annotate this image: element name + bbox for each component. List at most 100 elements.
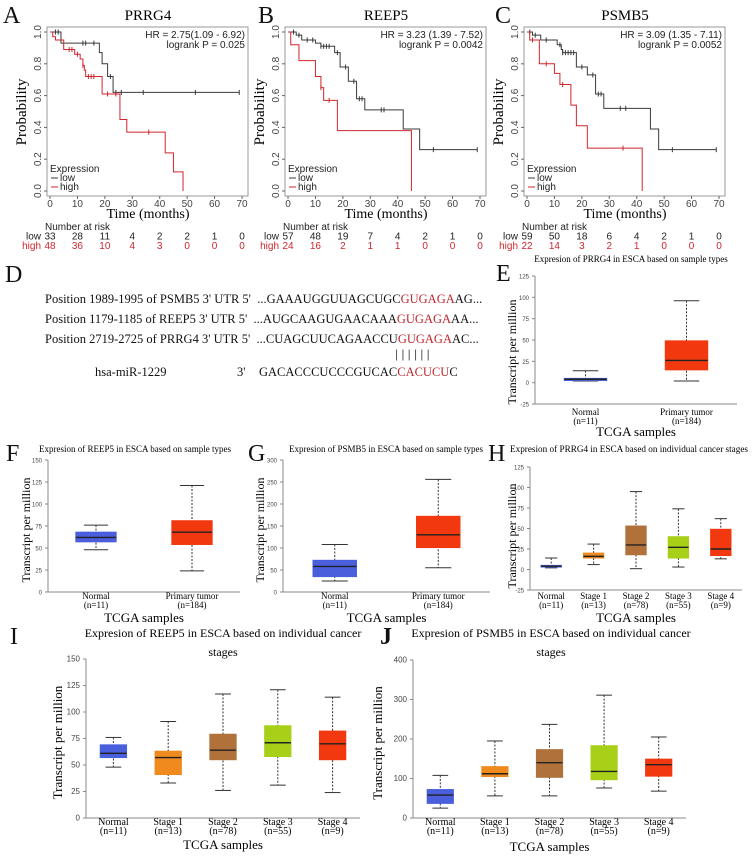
box-stage-4 <box>710 528 732 557</box>
x-tick-label: 40 <box>154 199 166 210</box>
risk-count-high: 16 <box>310 241 322 252</box>
utr-label: Position 1179-1185 of REEP5 3' UTR <box>45 312 236 326</box>
utr-sequence-suffix: AC... <box>452 332 479 346</box>
risk-count-high: 22 <box>521 241 533 252</box>
y-tick-label: 200 <box>394 735 408 744</box>
utr-sequence-suffix: AG... <box>454 292 483 306</box>
box-stage-2 <box>625 525 647 556</box>
y-tick-label: 250 <box>267 481 278 487</box>
risk-count-low: 4 <box>634 232 640 243</box>
utr-row-psmb5: Position 1989-1995 of PSMB5 3' UTR 5' ..… <box>45 292 482 307</box>
y-axis-label: Transcript per million <box>370 686 385 800</box>
utr-sequence-prefix: ...AUGCAAGUGAACAAA <box>253 312 397 326</box>
risk-count-low: 7 <box>368 232 374 243</box>
plot-frame <box>523 26 726 197</box>
category-label: Normal <box>98 817 129 828</box>
category-count: (n=55) <box>264 826 291 837</box>
box-normal <box>312 559 357 578</box>
x-tick-label: 60 <box>686 199 698 210</box>
x-tick-label: 70 <box>474 199 486 210</box>
category-label: Stage 1 <box>153 817 183 828</box>
category-label: Stage 3 <box>665 591 692 601</box>
x-tick-label: 10 <box>310 199 322 210</box>
y-tick-label: 0 <box>39 591 43 597</box>
y-axis-label: Transcript per million <box>505 484 519 589</box>
mirna-label: hsa-miR-1229 <box>95 365 167 379</box>
risk-row-label-low: low <box>264 232 280 243</box>
utr-sequence-suffix: AA... <box>451 312 479 326</box>
risk-count-high: 0 <box>239 241 245 252</box>
y-tick-label: 150 <box>267 525 278 531</box>
y-tick-label: -25 <box>520 403 529 409</box>
x-tick-label: 20 <box>576 199 588 210</box>
y-tick-label: 25 <box>522 360 529 366</box>
y-tick-label: 1.0 <box>510 25 521 39</box>
risk-count-low: 1 <box>212 232 218 243</box>
risk-count-low: 2 <box>422 232 428 243</box>
hazard-ratio: HR = 3.09 (1.35 - 7.11) <box>620 30 722 41</box>
y-tick-label: 150 <box>67 655 81 664</box>
y-tick-label: 25 <box>35 569 42 575</box>
y-tick-label: 125 <box>32 481 43 487</box>
box-plot-2: Expresion of PSMB5 in ESCA based on samp… <box>253 444 490 625</box>
seed-sequence: GUGAGA <box>397 332 452 346</box>
x-axis-label: Time (months) <box>106 207 189 222</box>
y-tick-label: 75 <box>35 525 42 531</box>
x-axis-label: TCGA samples <box>104 610 184 625</box>
risk-count-low: 33 <box>44 232 56 243</box>
y-tick-label: 125 <box>514 466 525 472</box>
y-tick-label: 300 <box>267 459 278 465</box>
hazard-ratio: HR = 2.75(1.09 - 6.92) <box>145 30 245 41</box>
box-normal <box>426 789 454 804</box>
box-stage-4 <box>318 730 347 761</box>
base-pairing-bars: |||||| <box>395 347 433 361</box>
y-tick-label: 100 <box>519 296 530 302</box>
risk-count-high: 4 <box>130 241 136 252</box>
x-tick-label: 0 <box>524 199 530 210</box>
risk-count-high: 0 <box>477 241 483 252</box>
box-stage-1 <box>582 552 605 559</box>
box-stage-2 <box>209 733 237 761</box>
y-axis-label: Transcript per million <box>50 685 65 799</box>
risk-count-low: 4 <box>130 232 136 243</box>
legend-title: Expression <box>288 164 337 175</box>
x-tick-label: 20 <box>99 199 111 210</box>
category-count: (n=9) <box>648 826 670 837</box>
risk-count-high: 0 <box>450 241 456 252</box>
risk-count-low: 18 <box>576 232 588 243</box>
risk-count-high: 0 <box>716 241 722 252</box>
y-tick-label: 0.6 <box>271 88 282 102</box>
risk-row-label-low: low <box>503 232 519 243</box>
category-count: (n=9) <box>711 600 731 610</box>
y-tick-label: 0.4 <box>510 120 521 134</box>
risk-count-low: 11 <box>100 232 111 243</box>
category-count: (n=13) <box>581 600 606 610</box>
category-label: Normal <box>321 591 349 601</box>
y-tick-label: 75 <box>517 507 524 513</box>
category-count: (n=184) <box>424 600 453 610</box>
risk-count-high: 0 <box>661 241 667 252</box>
x-axis-label: Time (months) <box>344 207 427 222</box>
box-stage-2 <box>535 749 564 778</box>
chart-title: stages <box>536 645 566 659</box>
risk-count-high: 14 <box>549 241 561 252</box>
y-tick-label: 0.0 <box>33 184 44 198</box>
y-tick-label: 0 <box>76 814 81 823</box>
risk-count-high: 0 <box>212 241 218 252</box>
risk-count-low: 6 <box>607 232 613 243</box>
category-label: Stage 4 <box>644 817 674 828</box>
panel-letter-a: A <box>3 3 21 29</box>
y-tick-label: 0.8 <box>510 56 521 70</box>
risk-count-high: 3 <box>579 241 585 252</box>
mirna-sequence: GACACCCUCCCGUCACCACUCUC <box>259 365 458 380</box>
y-tick-label: 0 <box>403 814 408 823</box>
category-label: Primary tumor <box>166 591 219 601</box>
panel-letter-d: D <box>5 262 23 288</box>
box-normal <box>99 744 128 759</box>
y-tick-label: 200 <box>267 503 278 509</box>
y-tick-label: -25 <box>515 589 524 595</box>
